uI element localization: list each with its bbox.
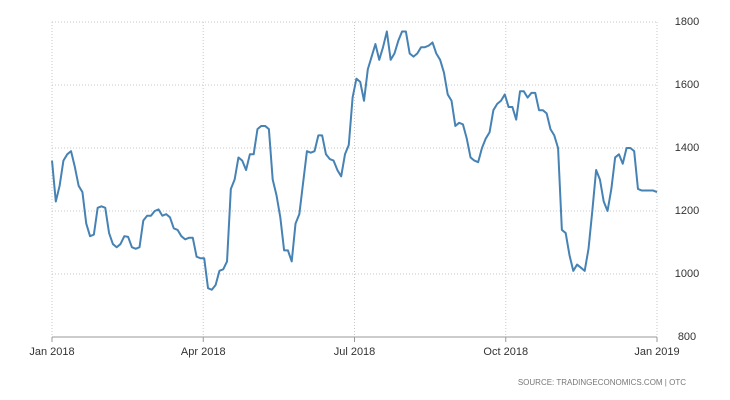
x-tick-label: Apr 2018	[181, 346, 226, 358]
x-tick-label: Jan 2018	[29, 346, 74, 358]
x-tick-label: Oct 2018	[483, 346, 528, 358]
x-tick-label: Jul 2018	[334, 346, 376, 358]
source: SOURCE: TRADINGECONOMICS.COM | OTC	[518, 378, 686, 387]
y-tick-label: 1600	[675, 79, 699, 91]
y-tick-label: 1000	[675, 268, 699, 280]
y-tick-label: 1800	[675, 16, 699, 28]
y-tick-label: 1400	[675, 142, 699, 154]
data-line	[51, 30, 658, 291]
y-tick-label: 800	[678, 331, 696, 343]
x-tick-label: Jan 2019	[634, 346, 679, 358]
y-tick-label: 1200	[675, 205, 699, 217]
